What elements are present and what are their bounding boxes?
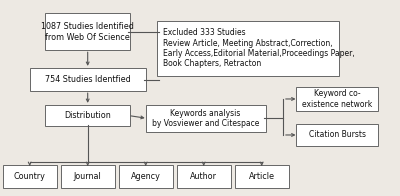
FancyBboxPatch shape	[296, 124, 378, 146]
FancyBboxPatch shape	[119, 165, 173, 189]
Text: Keywords analysis
by Vosviewer and Citespace: Keywords analysis by Vosviewer and Cites…	[152, 109, 259, 128]
FancyBboxPatch shape	[177, 165, 231, 189]
Text: Country: Country	[14, 172, 46, 181]
Text: 1087 Studies Identified
from Web Of Science: 1087 Studies Identified from Web Of Scie…	[41, 22, 134, 42]
FancyBboxPatch shape	[157, 21, 339, 76]
Text: Journal: Journal	[74, 172, 102, 181]
Text: Agency: Agency	[131, 172, 161, 181]
Text: 754 Studies Identfied: 754 Studies Identfied	[45, 75, 130, 84]
Text: Distribution: Distribution	[64, 111, 111, 120]
FancyBboxPatch shape	[296, 87, 378, 111]
Text: Keyword co-
existence network: Keyword co- existence network	[302, 89, 372, 109]
FancyBboxPatch shape	[146, 105, 266, 132]
FancyBboxPatch shape	[61, 165, 115, 189]
FancyBboxPatch shape	[45, 13, 130, 50]
Text: Citation Bursts: Citation Bursts	[308, 131, 366, 140]
Text: Author: Author	[190, 172, 217, 181]
FancyBboxPatch shape	[3, 165, 57, 189]
FancyBboxPatch shape	[30, 68, 146, 91]
FancyBboxPatch shape	[235, 165, 289, 189]
FancyBboxPatch shape	[45, 105, 130, 126]
Text: Excluded 333 Studies
Review Article, Meeting Abstract,Correction,
Early Access,E: Excluded 333 Studies Review Article, Mee…	[163, 28, 355, 68]
Text: Article: Article	[249, 172, 275, 181]
